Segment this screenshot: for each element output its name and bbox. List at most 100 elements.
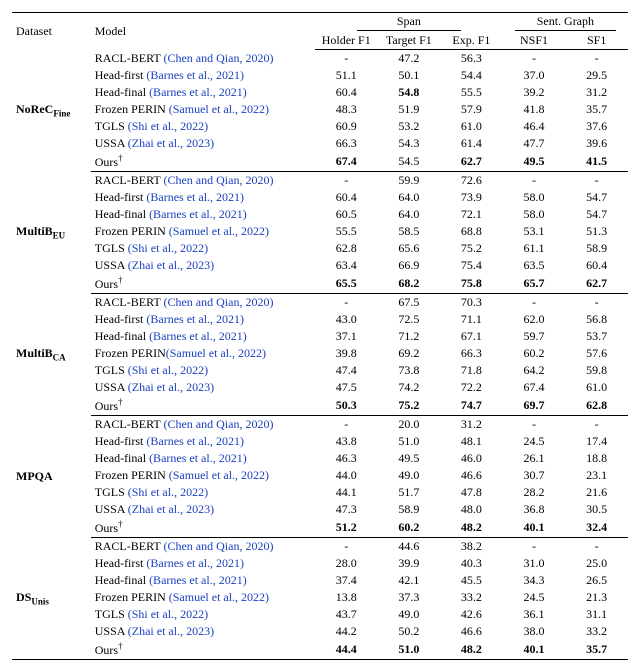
value-cell: 39.8 xyxy=(315,345,378,362)
model-cell: USSA (Zhai et al., 2023) xyxy=(91,135,315,152)
dataset-name: MPQA xyxy=(12,416,91,538)
value-cell: 62.8 xyxy=(565,396,628,416)
value-cell: 24.5 xyxy=(503,589,566,606)
value-cell: 51.2 xyxy=(315,518,378,538)
value-cell: 21.6 xyxy=(565,484,628,501)
col-exp: Exp. F1 xyxy=(440,32,503,50)
value-cell: 61.4 xyxy=(440,135,503,152)
model-cell: Frozen PERIN(Samuel et al., 2022) xyxy=(91,345,315,362)
value-cell: 55.5 xyxy=(315,223,378,240)
value-cell: 26.5 xyxy=(565,572,628,589)
value-cell: 44.0 xyxy=(315,467,378,484)
value-cell: 57.9 xyxy=(440,101,503,118)
value-cell: 59.7 xyxy=(503,328,566,345)
value-cell: 36.1 xyxy=(503,606,566,623)
value-cell: 61.0 xyxy=(440,118,503,135)
col-sf1: SF1 xyxy=(565,32,628,50)
value-cell: 64.2 xyxy=(503,362,566,379)
model-cell: TGLS (Shi et al., 2022) xyxy=(91,484,315,501)
dataset-name: MultiBEU xyxy=(12,172,91,294)
col-group-sent: Sent. Graph xyxy=(503,13,628,33)
value-cell: 41.5 xyxy=(565,152,628,172)
value-cell: 71.1 xyxy=(440,311,503,328)
model-cell: TGLS (Shi et al., 2022) xyxy=(91,240,315,257)
value-cell: 26.1 xyxy=(503,450,566,467)
value-cell: 44.6 xyxy=(378,538,441,556)
value-cell: 47.5 xyxy=(315,379,378,396)
value-cell: 40.3 xyxy=(440,555,503,572)
value-cell: 43.7 xyxy=(315,606,378,623)
value-cell: 48.3 xyxy=(315,101,378,118)
value-cell: 54.5 xyxy=(378,152,441,172)
value-cell: 75.2 xyxy=(440,240,503,257)
value-cell: 20.0 xyxy=(378,416,441,434)
value-cell: 65.5 xyxy=(315,274,378,294)
value-cell: 62.7 xyxy=(565,274,628,294)
value-cell: 60.4 xyxy=(315,84,378,101)
model-cell: TGLS (Shi et al., 2022) xyxy=(91,606,315,623)
value-cell: 58.9 xyxy=(565,240,628,257)
value-cell: 54.8 xyxy=(378,84,441,101)
value-cell: - xyxy=(315,416,378,434)
model-cell: Head-first (Barnes et al., 2021) xyxy=(91,189,315,206)
value-cell: 66.9 xyxy=(378,257,441,274)
value-cell: 51.7 xyxy=(378,484,441,501)
value-cell: 39.2 xyxy=(503,84,566,101)
value-cell: 60.9 xyxy=(315,118,378,135)
value-cell: - xyxy=(503,50,566,68)
value-cell: 60.4 xyxy=(315,189,378,206)
model-cell: RACL-BERT (Chen and Qian, 2020) xyxy=(91,416,315,434)
value-cell: 25.0 xyxy=(565,555,628,572)
value-cell: 51.0 xyxy=(378,433,441,450)
value-cell: 33.2 xyxy=(440,589,503,606)
dataset-name: DSUnis xyxy=(12,538,91,660)
value-cell: 18.8 xyxy=(565,450,628,467)
value-cell: 70.3 xyxy=(440,294,503,312)
value-cell: 36.8 xyxy=(503,501,566,518)
value-cell: 44.2 xyxy=(315,623,378,640)
value-cell: 55.5 xyxy=(440,84,503,101)
value-cell: 72.5 xyxy=(378,311,441,328)
value-cell: - xyxy=(503,294,566,312)
value-cell: 62.7 xyxy=(440,152,503,172)
value-cell: 46.6 xyxy=(440,623,503,640)
model-cell: RACL-BERT (Chen and Qian, 2020) xyxy=(91,294,315,312)
model-cell: Frozen PERIN (Samuel et al., 2022) xyxy=(91,589,315,606)
value-cell: 67.4 xyxy=(503,379,566,396)
value-cell: 47.7 xyxy=(503,135,566,152)
value-cell: 21.3 xyxy=(565,589,628,606)
value-cell: 71.2 xyxy=(378,328,441,345)
value-cell: 53.2 xyxy=(378,118,441,135)
value-cell: 61.1 xyxy=(503,240,566,257)
value-cell: 68.8 xyxy=(440,223,503,240)
value-cell: 64.0 xyxy=(378,206,441,223)
value-cell: 37.3 xyxy=(378,589,441,606)
value-cell: 61.0 xyxy=(565,379,628,396)
model-cell: TGLS (Shi et al., 2022) xyxy=(91,118,315,135)
value-cell: 60.4 xyxy=(565,257,628,274)
value-cell: - xyxy=(315,538,378,556)
value-cell: - xyxy=(565,50,628,68)
value-cell: 46.4 xyxy=(503,118,566,135)
value-cell: 72.6 xyxy=(440,172,503,190)
value-cell: 13.8 xyxy=(315,589,378,606)
value-cell: 72.1 xyxy=(440,206,503,223)
value-cell: 51.1 xyxy=(315,67,378,84)
model-cell: Head-final (Barnes et al., 2021) xyxy=(91,450,315,467)
value-cell: 29.5 xyxy=(565,67,628,84)
model-cell: Head-first (Barnes et al., 2021) xyxy=(91,433,315,450)
value-cell: 67.1 xyxy=(440,328,503,345)
model-cell: Head-final (Barnes et al., 2021) xyxy=(91,572,315,589)
value-cell: 37.4 xyxy=(315,572,378,589)
value-cell: 30.7 xyxy=(503,467,566,484)
value-cell: 54.7 xyxy=(565,206,628,223)
value-cell: 49.0 xyxy=(378,606,441,623)
value-cell: 31.2 xyxy=(440,416,503,434)
value-cell: 75.8 xyxy=(440,274,503,294)
value-cell: 54.3 xyxy=(378,135,441,152)
value-cell: 53.1 xyxy=(503,223,566,240)
value-cell: 71.8 xyxy=(440,362,503,379)
value-cell: 68.2 xyxy=(378,274,441,294)
value-cell: 49.0 xyxy=(378,467,441,484)
value-cell: 51.0 xyxy=(378,640,441,660)
